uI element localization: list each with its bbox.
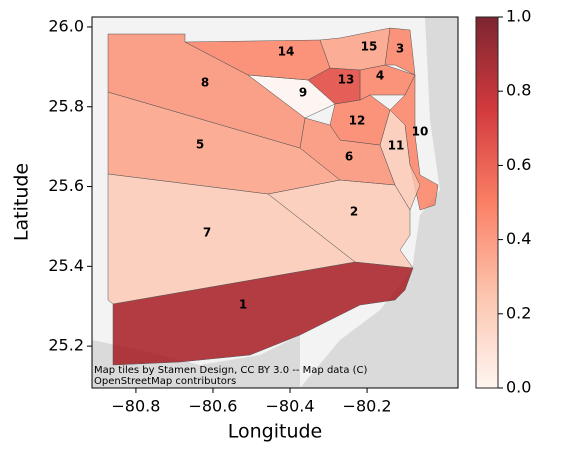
attribution: OpenStreetMap contributors: [94, 376, 236, 387]
y-tick-label: 25.4: [48, 256, 84, 275]
y-tick-label: 26.0: [48, 16, 84, 35]
region-label: 13: [338, 73, 355, 87]
region-label: 8: [201, 76, 209, 90]
x-axis-label: Longitude: [228, 421, 323, 443]
region-label: 9: [299, 86, 307, 100]
region-label: 14: [278, 45, 295, 59]
region-label: 15: [361, 40, 378, 54]
colorbar-tick-label: 0.0: [506, 378, 531, 397]
x-tick-label: −80.8: [111, 397, 160, 416]
region-label: 3: [396, 42, 404, 56]
x-tick-label: −80.4: [266, 397, 315, 416]
region: [319, 27, 391, 71]
region: [379, 109, 421, 211]
x-tick-label: −80.6: [188, 397, 237, 416]
region-label: 2: [350, 205, 358, 219]
region: [184, 39, 331, 81]
colorbar-tick-label: 0.8: [506, 81, 531, 100]
region-label: 5: [196, 138, 204, 152]
y-tick-label: 25.2: [48, 336, 84, 355]
colorbar-tick-label: 0.4: [506, 229, 531, 248]
attribution: Map tiles by Stamen Design, CC BY 3.0 --…: [94, 365, 368, 376]
region-label: 11: [388, 139, 405, 153]
region: [107, 173, 356, 305]
plot-frame: [91, 16, 459, 389]
x-tick-label: −80.2: [343, 397, 392, 416]
region-label: 1: [239, 298, 247, 312]
region-label: 4: [376, 69, 384, 83]
region-label: 6: [345, 150, 353, 164]
y-tick-label: 25.8: [48, 96, 84, 115]
colorbar-tick-label: 0.2: [506, 303, 531, 322]
region-label: 12: [349, 114, 366, 128]
y-axis-label: Latitude: [11, 163, 33, 241]
colorbar-tick-label: 0.6: [506, 155, 531, 174]
regions: [107, 27, 439, 366]
y-tick-label: 25.6: [48, 176, 84, 195]
region: [329, 94, 391, 146]
colorbar: [475, 16, 499, 389]
region-label: 10: [412, 125, 429, 139]
region-label: 7: [203, 226, 211, 240]
colorbar-tick-label: 1.0: [506, 7, 531, 26]
